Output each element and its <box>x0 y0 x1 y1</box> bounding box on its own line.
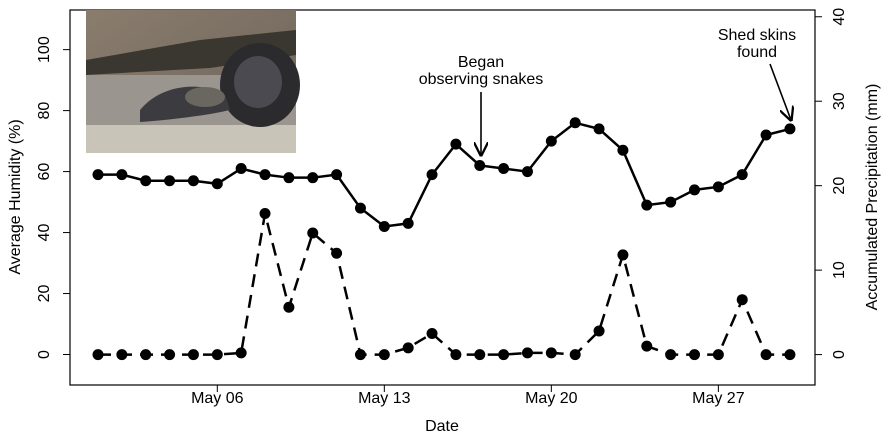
data-point <box>164 349 176 361</box>
y2-tick-label: 30 <box>831 92 848 110</box>
data-point <box>760 129 772 141</box>
data-point <box>283 172 295 184</box>
data-point <box>641 199 653 211</box>
y2-tick-label: 0 <box>831 350 848 359</box>
annotation: Shed skins <box>718 27 796 44</box>
data-point <box>593 123 605 135</box>
x-axis-label: Date <box>425 418 459 435</box>
data-point <box>784 123 796 135</box>
data-point <box>378 220 390 232</box>
data-point <box>617 144 629 156</box>
data-point <box>784 349 796 361</box>
data-point <box>140 349 152 361</box>
data-point <box>235 347 247 359</box>
data-point <box>712 349 724 361</box>
data-point <box>474 349 486 361</box>
data-point <box>450 349 462 361</box>
data-point <box>92 349 104 361</box>
series-line <box>98 213 790 356</box>
data-point <box>521 347 533 359</box>
x-tick-label: May 20 <box>525 390 578 407</box>
data-point <box>211 349 223 361</box>
data-point <box>426 169 438 181</box>
data-point <box>569 117 581 129</box>
data-point <box>569 349 581 361</box>
x-tick-label: May 27 <box>692 390 745 407</box>
data-point <box>187 349 199 361</box>
data-point <box>498 349 510 361</box>
annotation: found <box>737 44 777 61</box>
data-point <box>689 184 700 196</box>
data-point <box>116 169 128 181</box>
y-tick-label: 80 <box>36 102 53 120</box>
y2-tick-label: 40 <box>831 8 848 26</box>
data-point <box>164 175 176 187</box>
data-point <box>474 159 486 171</box>
y-tick-label: 20 <box>36 285 53 303</box>
y2-tick-label: 10 <box>831 261 848 279</box>
inset-photo <box>86 10 300 153</box>
data-point <box>736 169 748 181</box>
data-point <box>665 196 677 208</box>
data-point <box>331 169 343 181</box>
y-axis-label: Average Humidity (%) <box>7 119 24 274</box>
data-point <box>307 172 319 184</box>
data-point <box>283 301 295 313</box>
data-point <box>736 294 748 306</box>
data-point <box>307 227 319 239</box>
x-tick-label: May 06 <box>191 390 244 407</box>
data-point <box>331 247 343 259</box>
data-point <box>593 325 605 337</box>
annotation-arrow <box>769 63 791 120</box>
data-point <box>545 347 557 359</box>
y2-axis-label: Accumulated Precipitation (mm) <box>864 84 881 311</box>
y2-tick-label: 20 <box>831 177 848 195</box>
data-point <box>426 327 438 339</box>
data-point <box>617 249 629 261</box>
data-point <box>712 181 724 193</box>
data-point <box>235 163 247 175</box>
x-tick-label: May 13 <box>358 390 411 407</box>
annotation: Began <box>458 54 504 71</box>
data-point <box>116 349 128 361</box>
data-point <box>140 175 152 187</box>
data-point <box>378 349 390 361</box>
data-point <box>402 342 414 354</box>
data-point <box>92 169 104 181</box>
data-point <box>665 349 677 361</box>
data-point <box>521 166 533 178</box>
y-tick-label: 40 <box>36 224 53 242</box>
annotation: observing snakes <box>419 71 544 88</box>
data-point <box>259 208 271 220</box>
data-point <box>545 135 557 147</box>
data-point <box>760 349 772 361</box>
data-point <box>689 349 700 361</box>
data-point <box>450 138 462 150</box>
data-point <box>354 349 366 361</box>
data-point <box>211 178 223 190</box>
data-point <box>354 202 366 214</box>
data-point <box>498 163 510 175</box>
data-point <box>641 340 653 352</box>
y-tick-label: 0 <box>36 350 53 359</box>
y-tick-label: 60 <box>36 163 53 181</box>
data-point <box>187 175 199 187</box>
y-tick-label: 100 <box>36 36 53 63</box>
data-point <box>402 217 414 229</box>
data-point <box>259 169 271 181</box>
